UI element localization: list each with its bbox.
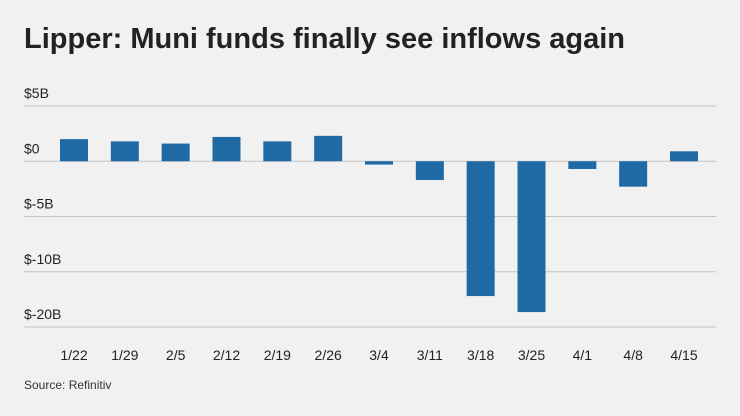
x-tick-label: 4/1: [573, 347, 593, 363]
x-tick-label: 1/29: [111, 347, 138, 363]
bar: [568, 161, 597, 169]
bar: [517, 161, 546, 313]
x-tick-label: 1/22: [60, 347, 87, 363]
bar: [110, 141, 139, 162]
bar: [60, 139, 88, 162]
bar: [415, 161, 444, 181]
y-tick-label: $5B: [24, 85, 49, 101]
x-tick-label: 4/15: [670, 347, 697, 363]
bar: [670, 151, 698, 162]
x-tick-label: 3/4: [369, 347, 389, 363]
y-tick-label: $-20B: [24, 306, 61, 322]
x-tick-label: 2/26: [315, 347, 342, 363]
bar: [619, 161, 648, 187]
bar: [161, 143, 190, 162]
source-note: Source: Refinitiv: [24, 378, 111, 392]
bar: [365, 161, 393, 165]
x-tick-label: 3/25: [518, 347, 545, 363]
x-tick-label: 2/5: [166, 347, 186, 363]
x-tick-label: 4/8: [623, 347, 643, 363]
bar: [466, 161, 495, 297]
y-tick-label: $0: [24, 140, 40, 156]
y-tick-label: $-10B: [24, 251, 61, 267]
x-tick-label: 2/19: [264, 347, 291, 363]
x-tick-label: 2/12: [213, 347, 240, 363]
bar: [263, 141, 292, 162]
chart-title: Lipper: Muni funds finally see inflows a…: [24, 23, 625, 55]
bar: [212, 136, 241, 162]
y-tick-label: $-5B: [24, 196, 54, 212]
x-tick-label: 3/18: [467, 347, 494, 363]
bar: [314, 135, 343, 162]
x-tick-label: 3/11: [417, 347, 443, 363]
